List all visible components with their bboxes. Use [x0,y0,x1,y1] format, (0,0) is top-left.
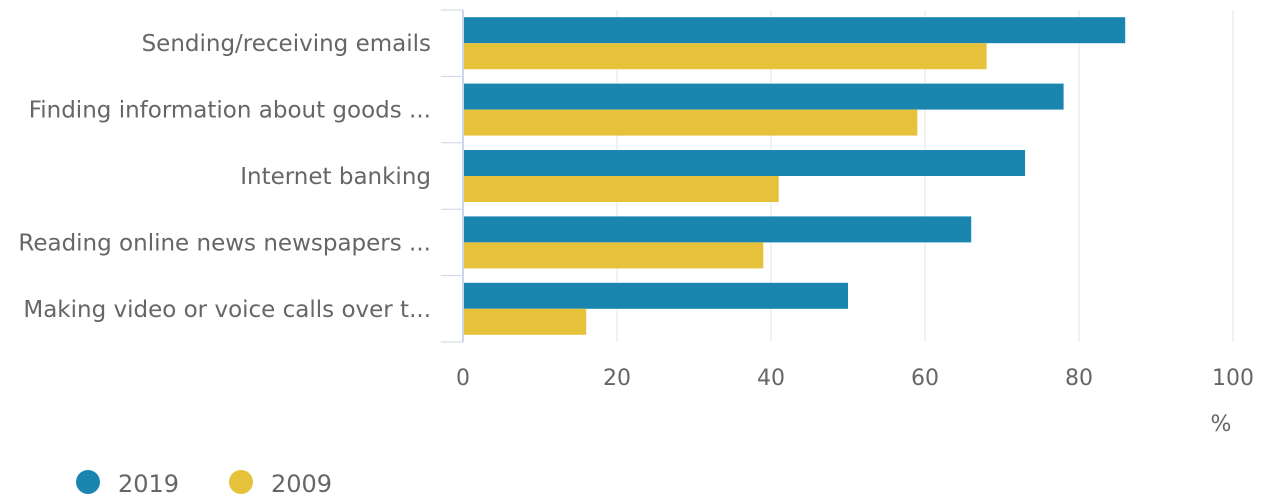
x-tick-label: 20 [603,366,631,391]
bar-2009-4[interactable] [463,308,587,335]
x-tick-label: 100 [1212,366,1254,391]
category-label: Making video or voice calls over t... [23,297,431,323]
legend: 2019 2009 [76,470,332,497]
x-tick-label: 80 [1065,366,1093,391]
x-tick-label: 0 [456,366,470,391]
bar-2019-4[interactable] [463,282,848,309]
legend-label-2009[interactable]: 2009 [271,470,332,497]
bar-2019-2[interactable] [463,150,1026,176]
bar-2019-1[interactable] [463,83,1064,110]
legend-marker-2009[interactable] [229,470,253,494]
bar-2009-3[interactable] [463,242,764,269]
bar-2009-0[interactable] [463,43,987,70]
x-tick-label: 40 [757,366,785,391]
bar-2019-3[interactable] [463,216,972,243]
bar-2009-1[interactable] [463,109,918,136]
bar-2009-2[interactable] [463,176,779,202]
category-label: Reading online news newspapers ... [18,230,431,256]
x-tick-labels: 0 20 40 60 80 100 [456,366,1254,391]
category-label: Finding information about goods ... [29,98,431,124]
y-axis [441,9,464,343]
legend-marker-2019[interactable] [76,470,100,494]
bars [463,17,1126,335]
category-labels: Sending/receiving emails Finding informat… [18,31,431,323]
category-label: Sending/receiving emails [142,31,431,57]
bar-2019-0[interactable] [463,17,1126,44]
legend-label-2019[interactable]: 2019 [118,470,179,497]
category-label: Internet banking [240,164,431,190]
x-axis-unit-label: % [1211,412,1232,437]
x-tick-label: 60 [911,366,939,391]
